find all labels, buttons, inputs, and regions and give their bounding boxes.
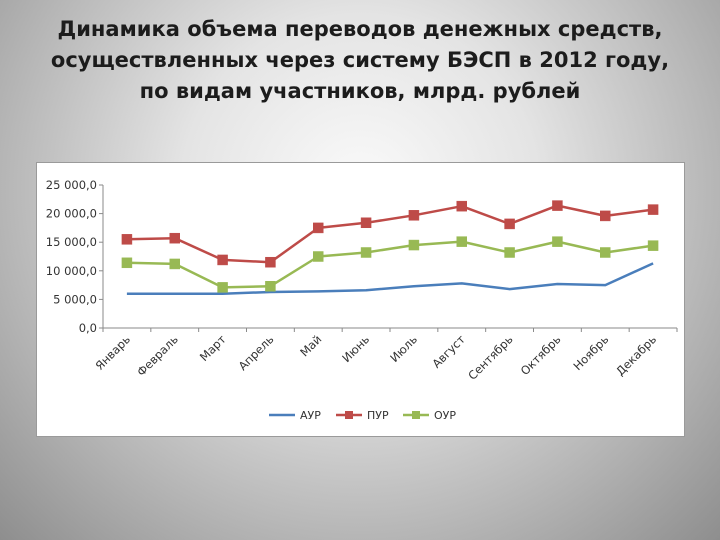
x-tick-label: Июнь (339, 332, 372, 365)
x-tick-label: Декабрь (613, 332, 659, 378)
x-tick-label: Июль (387, 332, 420, 365)
x-tick-label: Январь (92, 332, 133, 373)
legend-marker (345, 411, 353, 419)
legend-label: ПУР (367, 409, 389, 422)
y-tick-label: 10 000,0 (46, 264, 97, 278)
data-point (265, 256, 276, 268)
data-point (265, 280, 276, 292)
data-point (121, 234, 133, 245)
data-point (360, 247, 372, 258)
x-tick-label: Апрель (236, 332, 277, 373)
x-tick-label: Август (429, 332, 468, 371)
x-tick-label: Ноябрь (571, 332, 612, 373)
series-line (126, 240, 654, 289)
data-point (600, 247, 611, 258)
series-line (126, 204, 654, 264)
data-point (552, 236, 563, 247)
data-point (360, 217, 372, 229)
data-point (313, 222, 324, 234)
legend-label: ОУР (434, 409, 456, 422)
title-line-1: Динамика объема переводов денежных средс… (57, 17, 663, 41)
y-tick-label: 20 000,0 (46, 207, 97, 221)
data-point (504, 247, 515, 258)
data-point (408, 239, 420, 251)
data-point (217, 282, 228, 293)
data-point (647, 204, 659, 215)
legend-marker (412, 411, 420, 419)
y-tick-label: 5 000,0 (53, 292, 97, 306)
title-line-3: по видам участников, млрд. рублей (139, 79, 581, 103)
data-point (121, 257, 133, 269)
slide-title: Динамика объема переводов денежных средс… (20, 14, 700, 107)
data-point (169, 258, 180, 270)
line-chart: 0,0 5 000,0 10 000,0 15 000,0 20 000,0 25 000… (36, 162, 685, 437)
x-tick-label: Октябрь (518, 332, 564, 378)
x-tick-label: Сентябрь (465, 332, 516, 383)
y-tick-label: 0,0 (79, 321, 97, 335)
data-point (217, 254, 228, 266)
legend-label: АУР (300, 409, 321, 422)
data-point (313, 251, 324, 262)
chart-canvas: 0,0 5 000,0 10 000,0 15 000,0 20 000,0 25 000… (46, 178, 678, 422)
data-point (408, 210, 420, 221)
x-tick-label: Май (297, 332, 324, 359)
data-point (600, 210, 611, 222)
y-tick-label: 25 000,0 (46, 178, 97, 192)
x-tick-label: Март (197, 332, 229, 364)
data-point (456, 200, 467, 212)
series-line (126, 262, 654, 295)
y-tick-label: 15 000,0 (46, 235, 97, 249)
data-point (169, 232, 180, 244)
data-point (456, 236, 467, 247)
x-tick-label: Февраль (134, 332, 181, 379)
data-point (647, 240, 659, 251)
title-line-2: осуществленных через систему БЭСП в 2012… (50, 48, 670, 72)
data-point (552, 200, 563, 211)
data-point (504, 218, 515, 230)
